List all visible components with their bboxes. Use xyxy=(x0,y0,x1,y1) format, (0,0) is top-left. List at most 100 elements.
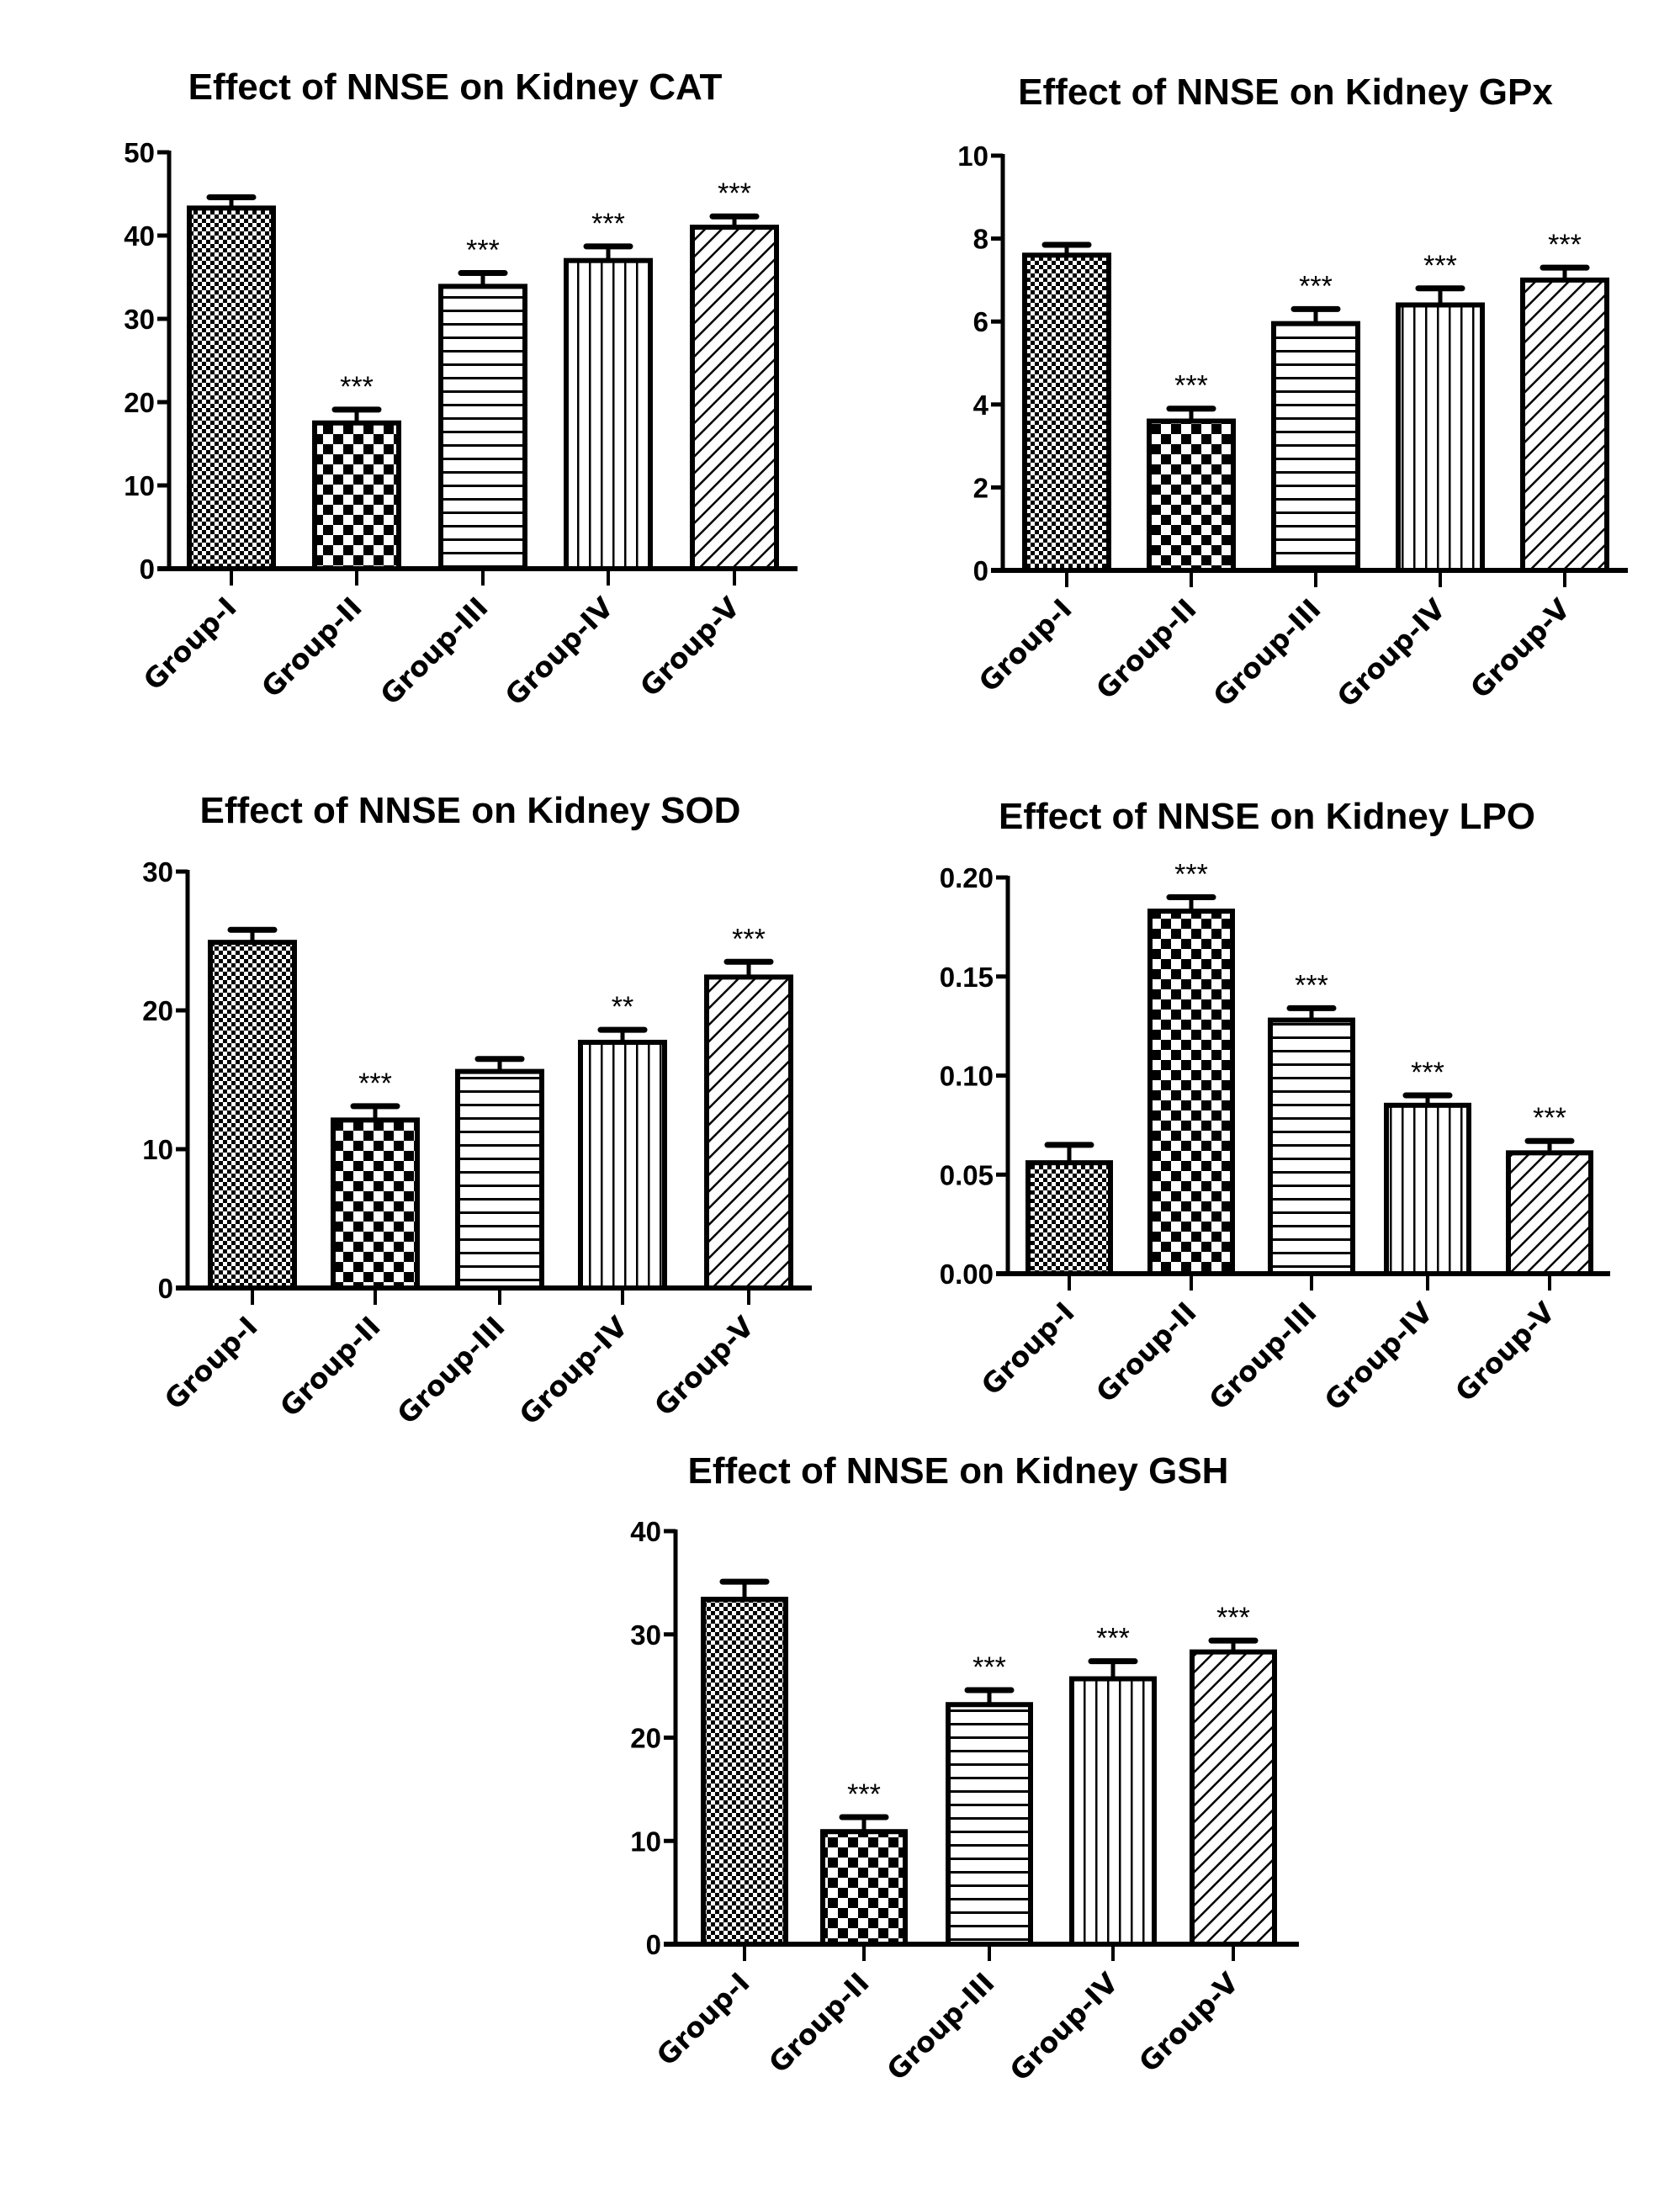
bar-group-ii xyxy=(331,1117,420,1291)
bar-group-v xyxy=(690,225,779,571)
chart-title: Effect of NNSE on Kidney SOD xyxy=(200,790,741,831)
y-tick-label: 4 xyxy=(973,390,989,421)
x-tick-label: Group-I xyxy=(158,1310,264,1416)
x-tick-label: Group-IV xyxy=(513,1310,634,1431)
significance-marker: ** xyxy=(612,991,633,1023)
y-tick-label: 6 xyxy=(973,306,988,337)
significance-marker: *** xyxy=(1216,1602,1250,1634)
bar-group-ii xyxy=(1147,418,1236,573)
x-tick-label: Group-V xyxy=(1132,1966,1245,2079)
significance-marker: *** xyxy=(732,923,766,955)
chart-gsh: Effect of NNSE on Kidney GSH 0 10 20 30 40 Gro… xyxy=(630,1450,1299,2087)
y-tick-label: 0.10 xyxy=(940,1061,994,1092)
bar-group-iii xyxy=(946,1702,1033,1947)
significance-marker: *** xyxy=(1548,229,1582,261)
bar-group-iv xyxy=(1396,302,1485,573)
y-tick-label: 20 xyxy=(630,1723,661,1754)
bar-group-iv xyxy=(578,1039,667,1291)
significance-marker: *** xyxy=(466,235,500,267)
bar-group-v xyxy=(1506,1150,1593,1276)
chart-title: Effect of NNSE on Kidney GPx xyxy=(1018,72,1553,113)
significance-marker: *** xyxy=(1411,1057,1444,1089)
significance-marker: *** xyxy=(591,208,625,240)
significance-marker: *** xyxy=(358,1068,392,1100)
significance-marker: *** xyxy=(718,178,751,209)
x-tick-label: Group-IV xyxy=(499,591,620,712)
bar-group-i xyxy=(701,1597,788,1947)
x-tick-label: Group-II xyxy=(255,591,368,704)
x-tick-label: Group-IV xyxy=(1004,1966,1125,2087)
y-tick-label: 20 xyxy=(124,387,155,418)
bar-group-v xyxy=(1520,277,1609,573)
chart-title: Effect of NNSE on Kidney LPO xyxy=(999,796,1535,837)
significance-marker: *** xyxy=(1299,270,1333,302)
x-tick-label: Group-III xyxy=(1202,1296,1322,1416)
x-tick-label: Group-III xyxy=(374,591,494,711)
chart-title: Effect of NNSE on Kidney CAT xyxy=(188,66,723,108)
significance-marker: *** xyxy=(340,371,374,403)
y-tick-label: 2 xyxy=(973,472,988,503)
bar-group-ii xyxy=(1147,909,1235,1277)
x-tick-label: Group-V xyxy=(633,591,746,703)
y-tick-label: 30 xyxy=(630,1619,661,1651)
chart-gpx: Effect of NNSE on Kidney GPx 0 2 4 6 8 10 Group… xyxy=(957,72,1628,713)
bar-group-iii xyxy=(1271,321,1360,573)
bar-group-i xyxy=(208,940,297,1291)
bar-group-ii xyxy=(312,420,401,571)
bar-group-i xyxy=(187,205,276,572)
x-tick-label: Group-III xyxy=(1206,592,1327,713)
x-tick-label: Group-V xyxy=(648,1310,761,1423)
chart-sod: Effect of NNSE on Kidney SOD 0 10 20 30 Group… xyxy=(142,790,812,1431)
x-tick-label: Group-I xyxy=(650,1966,756,2072)
y-tick-label: 0 xyxy=(973,555,988,586)
bar-group-v xyxy=(704,974,793,1291)
y-tick-label: 50 xyxy=(124,137,155,168)
y-tick-label: 0.15 xyxy=(940,962,994,993)
y-tick-label: 10 xyxy=(630,1826,661,1857)
x-tick-label: Group-III xyxy=(880,1966,1000,2086)
bar-group-i xyxy=(1022,252,1111,573)
bar-group-v xyxy=(1190,1649,1277,1948)
y-tick-label: 10 xyxy=(124,470,155,501)
bar-group-ii xyxy=(820,1829,908,1947)
y-tick-label: 0.05 xyxy=(940,1159,994,1190)
x-tick-label: Group-V xyxy=(1449,1296,1561,1408)
y-tick-label: 0.00 xyxy=(940,1259,994,1290)
x-tick-label: Group-IV xyxy=(1318,1296,1439,1417)
significance-marker: *** xyxy=(1423,250,1457,282)
bar-group-iii xyxy=(1268,1017,1355,1277)
y-tick-label: 0 xyxy=(158,1273,173,1304)
y-tick-label: 40 xyxy=(124,220,155,252)
y-tick-label: 20 xyxy=(142,995,173,1026)
x-tick-label: Group-IV xyxy=(1331,592,1452,713)
chart-lpo: Effect of NNSE on Kidney LPO 0.00 0.05 0.10… xyxy=(940,796,1610,1417)
x-tick-label: Group-II xyxy=(273,1310,387,1423)
significance-marker: *** xyxy=(1295,969,1328,1001)
significance-marker: *** xyxy=(1174,859,1208,891)
bar-group-iv xyxy=(564,257,653,571)
significance-marker: *** xyxy=(1096,1623,1130,1655)
bar-group-iii xyxy=(455,1068,544,1291)
chart-cat: Effect of NNSE on Kidney CAT 0 10 20 30 40 50 G… xyxy=(124,66,798,712)
x-tick-label: Group-I xyxy=(975,1296,1081,1402)
bar-group-iv xyxy=(1384,1102,1471,1276)
significance-marker: *** xyxy=(1174,370,1208,402)
bar-group-iv xyxy=(1069,1676,1157,1947)
x-tick-label: Group-I xyxy=(972,592,1078,698)
x-tick-label: Group-V xyxy=(1464,592,1577,705)
bar-group-iii xyxy=(438,284,527,571)
y-tick-label: 0 xyxy=(646,1929,661,1960)
x-tick-label: Group-II xyxy=(1089,592,1203,706)
y-tick-label: 0.20 xyxy=(940,862,994,893)
y-tick-label: 30 xyxy=(142,856,173,888)
x-tick-label: Group-III xyxy=(390,1310,511,1430)
y-tick-label: 10 xyxy=(142,1134,173,1165)
y-tick-label: 0 xyxy=(140,554,155,585)
y-tick-label: 30 xyxy=(124,304,155,335)
x-tick-label: Group-II xyxy=(1089,1296,1203,1409)
bar-group-i xyxy=(1025,1160,1113,1276)
y-tick-label: 10 xyxy=(957,140,988,172)
significance-marker: *** xyxy=(847,1778,881,1810)
y-tick-label: 40 xyxy=(630,1516,661,1547)
